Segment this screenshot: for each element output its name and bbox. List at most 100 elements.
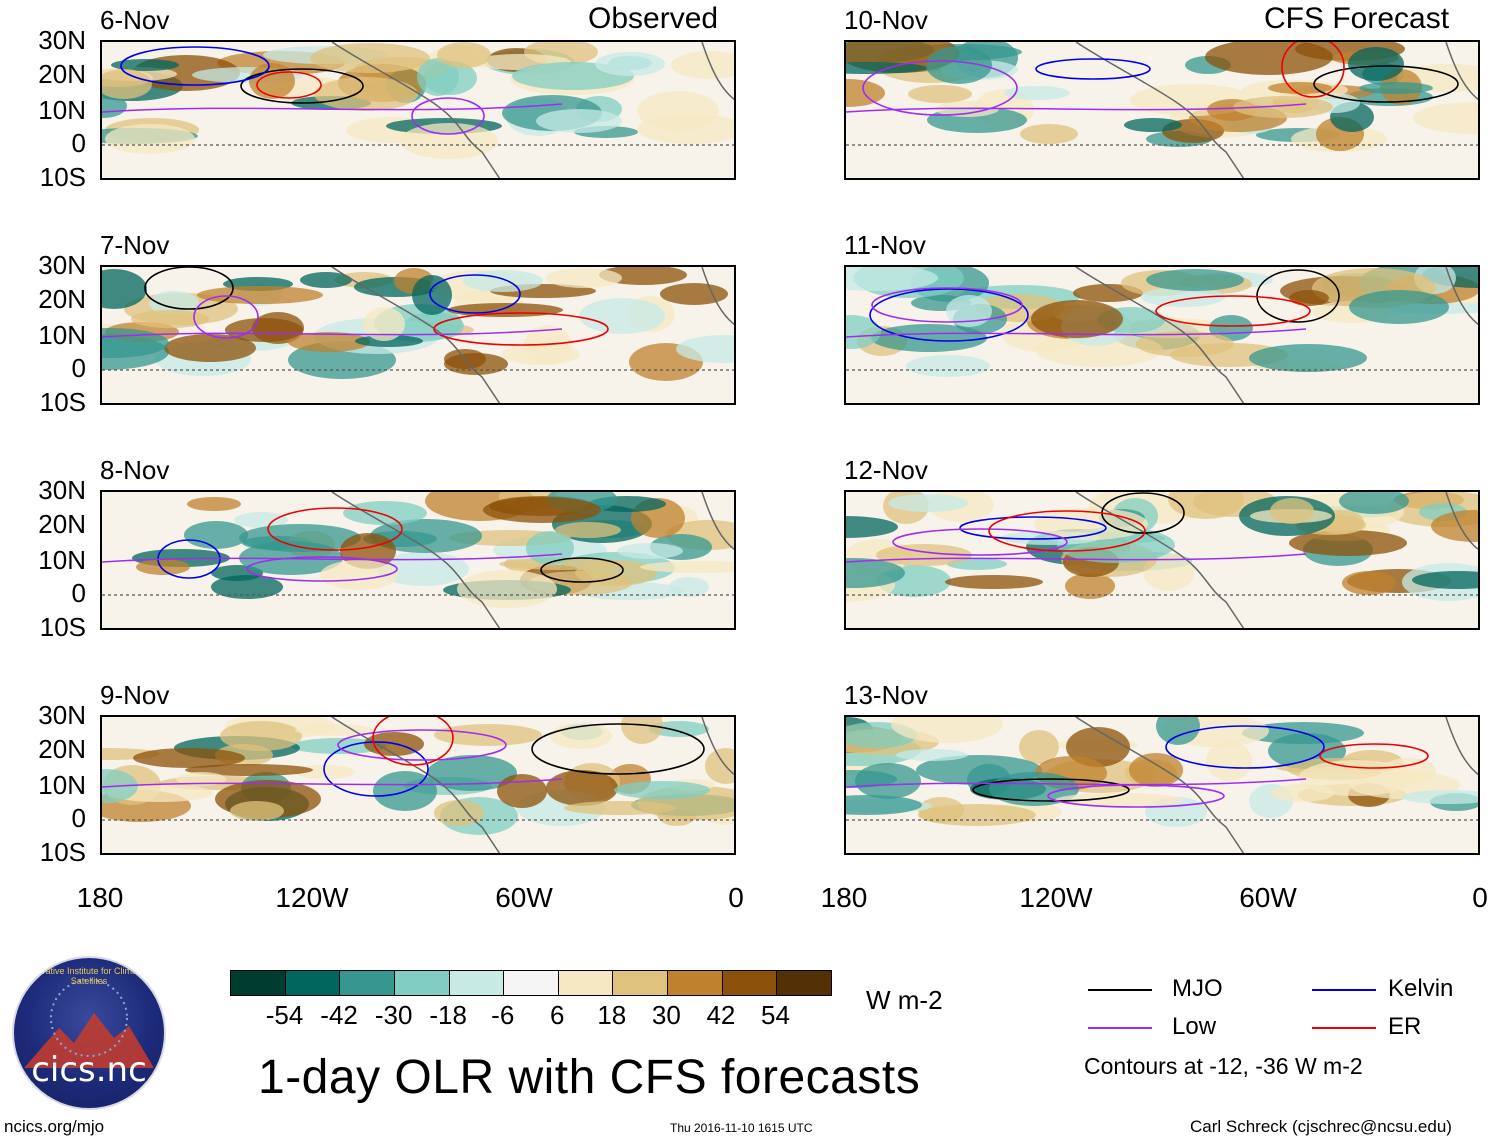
- colorbar-swatch: [339, 971, 394, 995]
- cics-logo: Cooperative Institute for Climate and Sa…: [12, 956, 166, 1110]
- olr-anomaly-blob: [621, 717, 663, 744]
- olr-anomaly-blob: [599, 267, 687, 285]
- colorbar-tick-label: -54: [265, 1000, 304, 1030]
- olr-anomaly-blob: [1141, 287, 1225, 307]
- coastline: [1445, 267, 1478, 326]
- olr-anomaly-blob: [1342, 571, 1396, 595]
- footer-url: ncics.org/mjo: [4, 1117, 105, 1136]
- colorbar-swatch: [721, 971, 777, 995]
- latitude-label: 20N: [38, 734, 86, 764]
- coastline: [701, 42, 734, 101]
- latitude-label: 10N: [38, 320, 86, 350]
- panel-date: 10-Nov: [844, 5, 928, 35]
- olr-anomaly-blob: [220, 721, 302, 751]
- colorbar-swatch: [776, 971, 832, 995]
- olr-anomaly-blob: [320, 560, 398, 590]
- olr-anomaly-blob: [649, 721, 709, 737]
- olr-anomaly-blob: [400, 123, 498, 159]
- colorbar-swatch: [231, 971, 285, 995]
- legend-label-mjo: MJO: [1172, 975, 1223, 1002]
- coastline: [1445, 42, 1478, 101]
- olr-anomaly-blob: [184, 521, 248, 549]
- er-contour: [988, 510, 1146, 552]
- olr-anomaly-blob: [1359, 82, 1433, 94]
- longitude-label: 120W: [275, 882, 349, 913]
- olr-anomaly-blob: [463, 270, 543, 292]
- olr-anomaly-blob: [1136, 331, 1234, 357]
- mjo-contour: [1313, 65, 1459, 103]
- olr-anomaly-blob: [497, 774, 547, 808]
- olr-map-panel: [100, 265, 736, 405]
- olr-anomaly-blob: [295, 724, 373, 736]
- coastline: [1075, 267, 1245, 403]
- olr-field: [102, 492, 734, 628]
- olr-anomaly-blob: [185, 764, 313, 776]
- olr-anomaly-blob: [102, 269, 147, 309]
- olr-anomaly-blob: [225, 318, 303, 342]
- low-contour: [892, 528, 1068, 556]
- olr-anomaly-blob: [1124, 118, 1182, 132]
- low-contour: [102, 778, 563, 788]
- longitude-label: 0: [1472, 882, 1488, 913]
- low-contour: [846, 328, 1307, 338]
- mjo-contour: [540, 557, 624, 583]
- olr-field: [846, 717, 1478, 853]
- contour-note: Contours at -12, -36 W m-2: [1084, 1053, 1363, 1079]
- coastline: [331, 42, 501, 178]
- olr-anomaly-blob: [502, 343, 580, 365]
- latitude-label: 10S: [39, 162, 86, 192]
- footer-credit: Carl Schreck (cjschrec@ncsu.edu): [1190, 1117, 1452, 1136]
- low-contour: [846, 553, 1307, 563]
- legend-label-er: ER: [1388, 1013, 1422, 1040]
- olr-anomaly-blob: [176, 772, 226, 786]
- longitude-label: 180: [820, 882, 868, 913]
- olr-anomaly-blob: [1289, 530, 1407, 556]
- olr-anomaly-blob: [1055, 793, 1183, 807]
- figure-title: 1-day OLR with CFS forecasts: [258, 1051, 921, 1104]
- olr-anomaly-blob: [1431, 510, 1478, 542]
- legend-label-kelvin: Kelvin: [1388, 975, 1454, 1002]
- olr-anomaly-blob: [447, 303, 563, 317]
- olr-anomaly-blob: [579, 298, 665, 334]
- coastline: [1075, 492, 1245, 628]
- er-contour: [1155, 295, 1311, 327]
- colorbar-tick-label: 54: [760, 1000, 790, 1030]
- colorbar-tick-label: 6: [550, 1000, 565, 1030]
- coastline: [1445, 717, 1478, 776]
- er-contour: [267, 507, 403, 551]
- olr-field: [102, 267, 734, 403]
- olr-anomaly-blob: [102, 69, 152, 99]
- latitude-label: 30N: [38, 700, 86, 730]
- olr-anomaly-blob: [1129, 753, 1183, 787]
- olr-anomaly-blob: [846, 558, 905, 588]
- kelvin-contour: [1165, 725, 1325, 769]
- low-contour: [846, 778, 1307, 788]
- olr-anomaly-blob: [660, 283, 728, 305]
- olr-anomaly-blob: [187, 497, 241, 511]
- latitude-label: 20N: [38, 59, 86, 89]
- olr-anomaly-blob: [876, 544, 972, 566]
- olr-anomaly-blob: [555, 522, 621, 538]
- olr-anomaly-blob: [1270, 498, 1314, 524]
- coastline: [701, 267, 734, 326]
- olr-anomaly-blob: [133, 748, 245, 768]
- latitude-label: 20N: [38, 284, 86, 314]
- olr-map-panel: [100, 490, 736, 630]
- olr-anomaly-blob: [946, 295, 992, 327]
- olr-anomaly-blob: [412, 275, 452, 315]
- kelvin-contour: [120, 46, 270, 86]
- olr-anomaly-blob: [705, 748, 734, 784]
- kelvin-contour: [429, 274, 521, 314]
- olr-anomaly-blob: [370, 519, 482, 553]
- olr-map-panel: [844, 490, 1480, 630]
- latitude-label: 30N: [38, 25, 86, 55]
- olr-anomaly-blob: [846, 315, 881, 349]
- longitude-label: 180: [76, 882, 124, 913]
- olr-anomaly-blob: [564, 801, 676, 815]
- kelvin-contour: [323, 741, 429, 797]
- er-contour: [433, 312, 609, 346]
- observed-header: Observed: [588, 2, 719, 35]
- olr-anomaly-blob: [1205, 42, 1333, 75]
- legend-line-kelvin: [1312, 989, 1376, 991]
- olr-anomaly-blob: [526, 531, 574, 565]
